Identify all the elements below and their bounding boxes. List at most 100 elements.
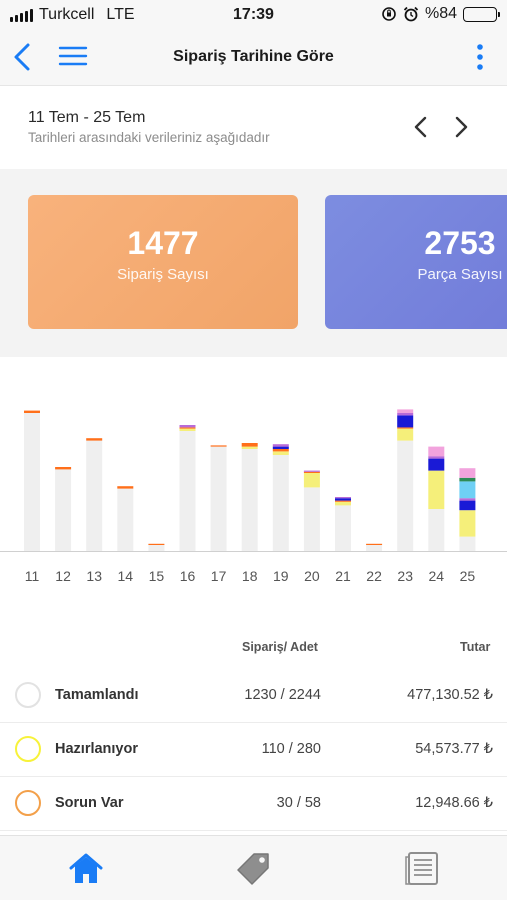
order-count-card[interactable]: 1477 Sipariş Sayısı bbox=[28, 195, 298, 329]
chevron-left-icon[interactable] bbox=[10, 42, 34, 72]
amount-column-header: Tutar bbox=[460, 640, 491, 654]
x-tick-label: 24 bbox=[429, 568, 445, 584]
status-row-completed[interactable]: Tamamlandı 1230 / 2244 477,130.52 ₺ bbox=[0, 669, 507, 723]
bar-segment bbox=[241, 443, 258, 447]
bar-segment bbox=[210, 446, 227, 551]
next-range-icon[interactable] bbox=[450, 115, 472, 139]
bar-segment bbox=[335, 501, 351, 506]
bar-segment bbox=[335, 498, 351, 501]
x-tick-label: 14 bbox=[118, 568, 134, 584]
x-tick-label: 12 bbox=[55, 568, 71, 584]
bar-segment bbox=[272, 449, 289, 452]
bar-segment bbox=[335, 497, 351, 499]
status-dot bbox=[15, 682, 41, 708]
home-icon[interactable] bbox=[66, 850, 106, 886]
x-tick-label: 16 bbox=[180, 568, 196, 584]
bar-segment bbox=[86, 438, 103, 441]
battery-icon bbox=[463, 6, 500, 22]
bar-segment bbox=[397, 428, 414, 441]
bar-segment bbox=[459, 468, 476, 478]
summary-cards: 1477 Sipariş Sayısı 2753 Parça Sayısı bbox=[0, 169, 507, 357]
status-name: Sorun Var bbox=[55, 795, 124, 811]
x-tick-label: 17 bbox=[211, 568, 227, 584]
bar-segment bbox=[303, 473, 320, 488]
status-left: Turkcell LTE bbox=[10, 6, 135, 24]
bar-segment bbox=[397, 440, 414, 551]
vertical-dots-icon[interactable] bbox=[475, 42, 485, 72]
bar-segment bbox=[241, 449, 258, 551]
bar-segment bbox=[428, 456, 445, 459]
status-row-preparing[interactable]: Hazırlanıyor 110 / 280 54,573.77 ₺ bbox=[0, 723, 507, 777]
bar-segment bbox=[148, 543, 165, 545]
status-right: %84 bbox=[381, 5, 500, 23]
x-tick-label: 15 bbox=[149, 568, 165, 584]
status-dot bbox=[15, 736, 41, 762]
bar-segment bbox=[397, 409, 414, 413]
navigation-bar: Sipariş Tarihine Göre bbox=[0, 30, 507, 86]
bar-segment bbox=[428, 458, 445, 471]
x-tick-label: 20 bbox=[304, 568, 320, 584]
document-icon[interactable] bbox=[403, 850, 443, 886]
bar-segment bbox=[303, 470, 320, 472]
bar-segment bbox=[428, 470, 445, 509]
status-amount: 477,130.52 ₺ bbox=[407, 687, 493, 703]
signal-icon bbox=[10, 8, 33, 22]
bar-segment bbox=[459, 500, 476, 511]
bar-segment bbox=[335, 505, 351, 551]
bar-segment bbox=[241, 446, 258, 449]
part-count-value: 2753 bbox=[424, 225, 496, 261]
price-tag-icon[interactable] bbox=[234, 850, 274, 886]
bar-segment bbox=[272, 455, 289, 551]
bar-segment bbox=[179, 428, 196, 431]
bar-segment bbox=[179, 425, 196, 428]
bar-segment bbox=[272, 444, 289, 447]
status-count: 1230 / 2244 bbox=[244, 687, 321, 703]
bar-segment bbox=[303, 487, 320, 551]
status-count: 30 / 58 bbox=[276, 795, 321, 811]
bar-segment bbox=[179, 427, 196, 429]
status-time: 17:39 bbox=[233, 6, 274, 23]
tab-bar bbox=[0, 835, 507, 900]
bar-segment bbox=[179, 431, 196, 551]
battery-percent: %84 bbox=[424, 5, 457, 22]
bar-segment bbox=[335, 500, 351, 502]
bar-segment bbox=[397, 413, 414, 416]
bar-segment bbox=[459, 498, 476, 501]
order-count-label: Sipariş Sayısı bbox=[117, 266, 209, 283]
network-type: LTE bbox=[106, 6, 135, 23]
order-count-value: 1477 bbox=[127, 225, 199, 261]
alarm-icon bbox=[403, 6, 419, 22]
status-row-problem[interactable]: Sorun Var 30 / 58 12,948.66 ₺ bbox=[0, 777, 507, 831]
x-tick-label: 21 bbox=[335, 568, 351, 584]
date-range-label: 11 Tem - 25 Tem bbox=[28, 109, 146, 126]
x-tick-label: 22 bbox=[366, 568, 382, 584]
bar-segment bbox=[117, 486, 134, 489]
status-dot bbox=[15, 790, 41, 816]
bar-segment bbox=[86, 440, 103, 551]
bar-segment bbox=[459, 536, 476, 551]
previous-range-icon[interactable] bbox=[410, 115, 432, 139]
bar-segment bbox=[24, 410, 40, 413]
page-title: Sipariş Tarihine Göre bbox=[173, 48, 334, 65]
status-name: Hazırlanıyor bbox=[55, 741, 138, 757]
bar-segment bbox=[397, 415, 414, 428]
bar-segment bbox=[117, 488, 134, 551]
orientation-lock-icon bbox=[382, 7, 396, 21]
status-bar: Turkcell LTE 17:39 %84 bbox=[0, 0, 507, 30]
status-count: 110 / 280 bbox=[261, 741, 321, 757]
bar-segment bbox=[459, 510, 476, 537]
bar-segment bbox=[459, 481, 476, 499]
status-amount: 12,948.66 ₺ bbox=[415, 795, 493, 811]
date-range-subtitle: Tarihleri arasındaki verileriniz aşağıda… bbox=[28, 130, 270, 145]
x-tick-label: 19 bbox=[273, 568, 289, 584]
bar-segment bbox=[428, 509, 445, 551]
hamburger-icon[interactable] bbox=[58, 44, 88, 68]
date-range-panel: 11 Tem - 25 Tem Tarihleri arasındaki ver… bbox=[0, 87, 507, 169]
bar-segment bbox=[459, 477, 476, 482]
part-count-card[interactable]: 2753 Parça Sayısı bbox=[325, 195, 507, 329]
bar-segment bbox=[210, 445, 227, 447]
bar-segment bbox=[55, 467, 72, 470]
bar-segment bbox=[148, 545, 165, 551]
bar-segment bbox=[303, 471, 320, 473]
status-name: Tamamlandı bbox=[55, 687, 139, 703]
